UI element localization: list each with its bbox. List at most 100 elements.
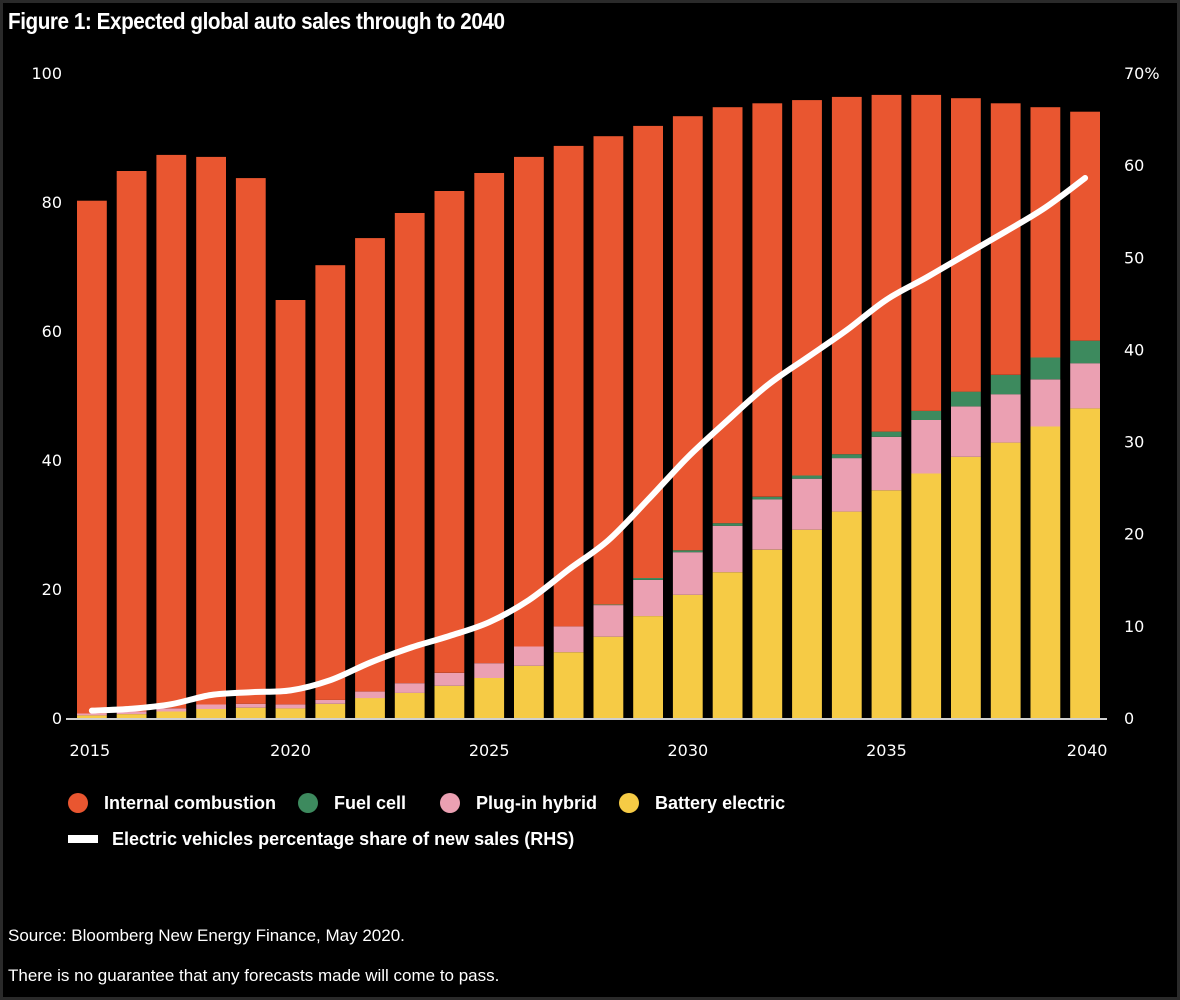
- bar-fuel-cell-2032: [752, 496, 783, 500]
- legend-item-internal-combustion: Internal combustion: [68, 793, 276, 814]
- bar-internal-combustion-2026: [514, 156, 544, 647]
- y2-tick-label: 40: [1124, 340, 1144, 359]
- bar-plug-in-hybrid-2029: [633, 580, 663, 617]
- ev-share-line: [88, 175, 1089, 714]
- legend-item-plug-in-hybrid: Plug-in hybrid: [440, 793, 597, 814]
- bar-internal-combustion-2018: [196, 156, 226, 705]
- bar-internal-combustion-2034: [831, 96, 862, 455]
- bars-group: [77, 94, 1100, 719]
- fuel-cell-swatch-icon: [298, 793, 319, 813]
- bar-battery-electric-2025: [474, 678, 505, 718]
- bar-internal-combustion-2020: [275, 300, 306, 705]
- bar-plug-in-hybrid-2024: [434, 672, 465, 686]
- bar-fuel-cell-2030: [672, 550, 703, 553]
- y-axis-right: 0 10 20 30 40 50 60 70%: [1124, 64, 1160, 728]
- bar-battery-electric-2020: [275, 708, 306, 718]
- x-tick-label: 2020: [270, 741, 311, 760]
- bar-internal-combustion-2031: [712, 107, 743, 524]
- y2-tick-label: 60: [1124, 156, 1144, 175]
- bar-battery-electric-2037: [951, 456, 981, 718]
- bar-plug-in-hybrid-2035: [871, 436, 902, 491]
- bar-plug-in-hybrid-2039: [1030, 379, 1061, 427]
- x-tick-label: 2035: [866, 741, 907, 760]
- y2-tick-label: 20: [1124, 525, 1144, 544]
- bar-internal-combustion-2015: [77, 200, 107, 714]
- bar-plug-in-hybrid-2028: [593, 605, 624, 637]
- bar-battery-electric-2039: [1030, 426, 1061, 718]
- bar-battery-electric-2027: [553, 652, 584, 718]
- y-tick-label: 80: [42, 193, 62, 212]
- bar-battery-electric-2029: [633, 616, 663, 718]
- bar-battery-electric-2026: [514, 665, 544, 718]
- y-tick-label: 40: [42, 451, 62, 470]
- bar-battery-electric-2034: [831, 511, 862, 718]
- bar-battery-electric-2030: [672, 594, 703, 718]
- x-tick-label: 2015: [70, 741, 111, 760]
- bar-internal-combustion-2040: [1070, 111, 1100, 341]
- bar-battery-electric-2016: [116, 714, 147, 718]
- internal-combustion-swatch-icon: [68, 793, 88, 813]
- bar-internal-combustion-2017: [156, 154, 187, 709]
- bar-plug-in-hybrid-2027: [553, 626, 584, 653]
- bar-fuel-cell-2040: [1070, 340, 1100, 364]
- bar-fuel-cell-2036: [911, 411, 942, 420]
- bar-internal-combustion-2039: [1030, 107, 1061, 358]
- bar-plug-in-hybrid-2033: [792, 478, 822, 530]
- plug-in-hybrid-swatch-icon: [440, 793, 461, 813]
- bar-battery-electric-2023: [394, 692, 425, 718]
- bar-plug-in-hybrid-2016: [116, 711, 147, 715]
- ev-share-line-group: [88, 175, 1089, 714]
- y-tick-label: 100: [31, 64, 62, 83]
- bar-plug-in-hybrid-2025: [474, 663, 505, 678]
- bar-battery-electric-2033: [792, 529, 822, 718]
- x-tick-label: 2025: [469, 741, 510, 760]
- disclaimer-note: There is no guarantee that any forecasts…: [8, 966, 500, 985]
- y-tick-label: 0: [52, 709, 62, 728]
- bar-battery-electric-2040: [1070, 408, 1100, 718]
- bar-fuel-cell-2033: [792, 475, 822, 479]
- bar-plug-in-hybrid-2040: [1070, 363, 1100, 409]
- bar-internal-combustion-2019: [235, 178, 266, 704]
- bar-plug-in-hybrid-2026: [514, 646, 544, 666]
- bar-internal-combustion-2021: [315, 265, 346, 700]
- battery-electric-swatch-icon: [619, 793, 640, 813]
- bar-battery-electric-2017: [156, 711, 187, 718]
- y2-tick-label: 70%: [1124, 64, 1160, 83]
- legend-label-fuel-cell: Fuel cell: [334, 792, 407, 813]
- bar-fuel-cell-2029: [633, 578, 663, 580]
- bar-plug-in-hybrid-2038: [990, 394, 1021, 443]
- bar-internal-combustion-2032: [752, 103, 783, 497]
- bar-plug-in-hybrid-2030: [672, 552, 703, 595]
- bar-battery-electric-2021: [315, 703, 346, 718]
- y2-tick-label: 30: [1124, 433, 1144, 452]
- bar-battery-electric-2036: [911, 473, 942, 718]
- y2-tick-label: 10: [1124, 617, 1144, 636]
- y2-tick-label: 0: [1124, 709, 1134, 728]
- legend-row-bars: Internal combustion Fuel cell Plug-in hy…: [68, 790, 807, 816]
- chart-title: Figure 1: Expected global auto sales thr…: [8, 8, 505, 34]
- legend-label-internal-combustion: Internal combustion: [104, 792, 277, 813]
- bar-plug-in-hybrid-2036: [911, 420, 942, 474]
- bar-battery-electric-2031: [712, 572, 743, 718]
- bar-internal-combustion-2023: [394, 213, 425, 684]
- bar-plug-in-hybrid-2020: [275, 704, 306, 709]
- bar-internal-combustion-2036: [911, 94, 942, 411]
- bar-plug-in-hybrid-2018: [196, 704, 226, 709]
- bar-internal-combustion-2028: [593, 136, 624, 605]
- x-tick-label: 2040: [1067, 741, 1108, 760]
- bar-internal-combustion-2025: [474, 173, 505, 664]
- bar-internal-combustion-2022: [355, 238, 385, 692]
- y-tick-label: 60: [42, 322, 62, 341]
- bar-battery-electric-2028: [593, 636, 624, 718]
- bar-battery-electric-2018: [196, 709, 226, 718]
- bar-plug-in-hybrid-2023: [394, 683, 425, 693]
- legend: Internal combustion Fuel cell Plug-in hy…: [68, 790, 807, 862]
- bar-internal-combustion-2024: [434, 191, 465, 673]
- bar-plug-in-hybrid-2034: [831, 458, 862, 512]
- y-axis-left: 0 20 40 60 80 100: [31, 64, 62, 728]
- legend-label-ev-share: Electric vehicles percentage share of ne…: [112, 828, 575, 849]
- bar-plug-in-hybrid-2017: [156, 708, 187, 712]
- x-axis: 2015 2020 2025 2030 2035 2040: [70, 741, 1108, 760]
- bar-plug-in-hybrid-2037: [951, 406, 981, 457]
